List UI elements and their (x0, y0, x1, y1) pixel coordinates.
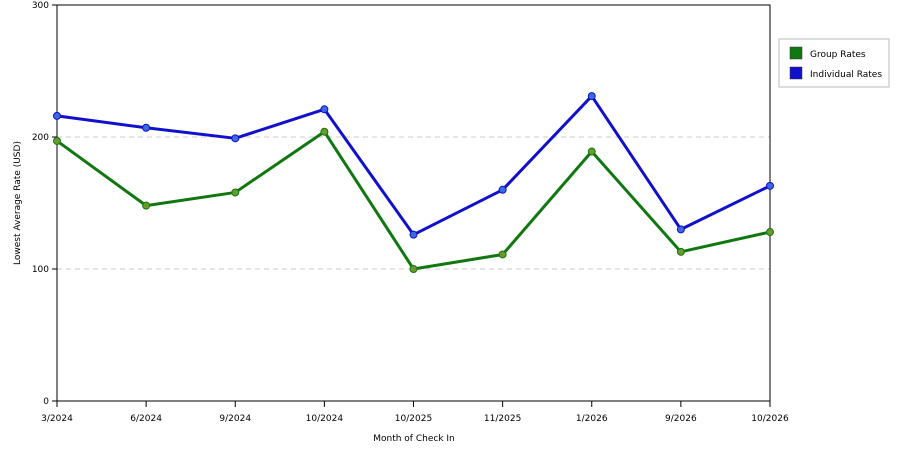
x-axis-ticks: 3/2024 6/2024 9/2024 10/2024 10/2025 11/2025 1… (41, 401, 789, 424)
data-point-individual-rates (142, 123, 151, 132)
data-point-group-rates (587, 147, 596, 156)
x-tick-label: 1/2026 (576, 414, 608, 424)
series-group-rates (53, 127, 774, 273)
x-axis-label: Month of Check In (373, 434, 455, 444)
x-tick-label: 10/2025 (395, 414, 432, 424)
data-point-individual-rates (53, 111, 61, 120)
data-point-group-rates (766, 228, 774, 237)
legend-label-individual-rates: Individual Rates (810, 70, 882, 80)
series-individual-rates (53, 92, 774, 239)
y-tick-label: 100 (32, 265, 49, 275)
y-axis-ticks: 0 100 200 300 (32, 1, 57, 407)
data-point-group-rates (409, 265, 418, 273)
grid-lines (57, 136, 770, 270)
data-point-individual-rates (676, 225, 685, 234)
data-point-group-rates (320, 127, 329, 136)
x-tick-label: 3/2024 (41, 414, 73, 424)
data-point-group-rates (676, 247, 685, 256)
data-point-group-rates (142, 201, 151, 210)
series-layer (53, 92, 774, 273)
y-tick-label: 200 (32, 133, 49, 143)
legend: Group Rates Individual Rates (778, 38, 890, 88)
data-point-individual-rates (231, 134, 240, 143)
x-tick-label: 6/2024 (130, 414, 162, 424)
data-point-group-rates (231, 188, 240, 197)
y-tick-label: 300 (32, 1, 49, 11)
data-point-individual-rates (498, 185, 507, 194)
data-point-group-rates (498, 250, 507, 259)
series-line-individual-rates (55, 94, 772, 237)
x-tick-label: 10/2024 (306, 414, 344, 424)
x-tick-label: 9/2026 (665, 414, 697, 424)
legend-swatch-individual-rates (789, 66, 803, 80)
x-tick-label: 11/2025 (484, 414, 521, 424)
y-axis-label: Lowest Average Rate (USD) (13, 141, 23, 265)
y-tick-label: 0 (43, 397, 49, 407)
data-point-individual-rates (320, 105, 329, 114)
legend-swatch-group-rates (789, 46, 803, 60)
x-tick-label: 9/2024 (219, 414, 251, 424)
legend-label-group-rates: Group Rates (810, 50, 866, 60)
data-point-individual-rates (409, 230, 418, 239)
data-point-individual-rates (766, 181, 774, 190)
data-point-group-rates (53, 136, 61, 145)
x-tick-label: 10/2026 (751, 414, 789, 424)
data-point-individual-rates (587, 92, 596, 101)
